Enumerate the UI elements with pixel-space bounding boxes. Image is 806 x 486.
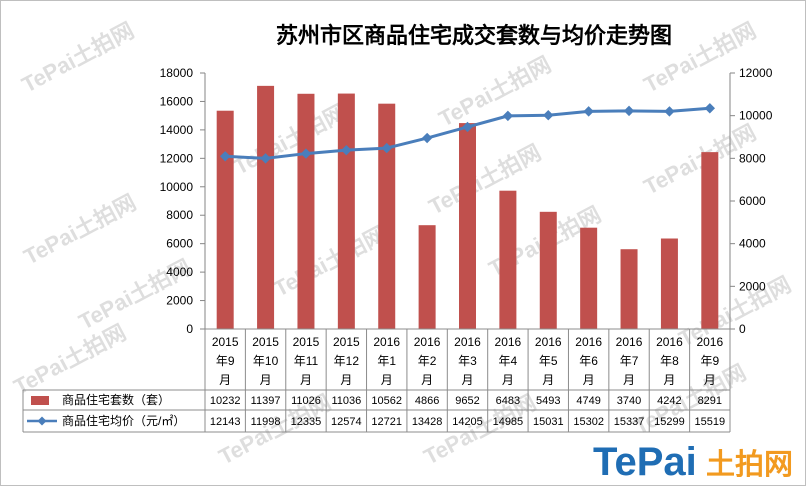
x-category-label: 2015 年12 月 — [333, 335, 360, 387]
left-y-tick-label: 2000 — [166, 294, 193, 308]
x-category-label: 2016 年6 月 — [575, 335, 602, 387]
table-cell-price: 11998 — [251, 416, 281, 428]
x-category-label: 2016 年1 月 — [373, 335, 400, 387]
table-cell-units: 11036 — [331, 395, 361, 407]
logo-brand-text: TePai — [593, 440, 697, 484]
price-point-marker — [341, 144, 352, 156]
legend-key-units — [31, 396, 49, 405]
table-cell-units: 4749 — [576, 395, 600, 407]
tepai-logo: TePai 土拍网 — [593, 440, 793, 484]
table-cell-units: 11397 — [251, 395, 281, 407]
bar-units — [660, 238, 678, 329]
table-cell-units: 3740 — [617, 395, 641, 407]
x-category-label: 2016 年7 月 — [616, 335, 643, 387]
right-y-tick-label: 12000 — [739, 66, 773, 80]
bar-units — [378, 103, 396, 329]
right-y-tick-label: 2000 — [739, 279, 766, 293]
bar-units — [539, 211, 557, 329]
table-cell-units: 11026 — [291, 395, 321, 407]
price-point-marker — [300, 148, 312, 159]
table-cell-units: 10232 — [210, 395, 241, 407]
table-cell-price: 12574 — [331, 416, 362, 428]
data-table: 2015 年9 月 2015 年10 月 2015 年11 月 2015 年12 月 2016 年1 月 20… — [22, 328, 731, 433]
price-point-marker — [502, 110, 514, 122]
left-y-tick-label: 14000 — [160, 123, 194, 137]
bar-units — [216, 110, 234, 329]
x-category-label: 2016 年3 月 — [454, 335, 481, 387]
bar-units — [499, 190, 517, 329]
x-category-label: 2016 年4 月 — [495, 335, 522, 387]
price-point-marker — [583, 106, 594, 117]
price-point-marker — [260, 153, 271, 164]
bar-units — [620, 249, 638, 329]
x-category-label: 2016 年8 月 — [656, 335, 683, 387]
price-point-marker — [623, 105, 635, 117]
left-y-tick-label: 8000 — [166, 208, 193, 222]
bar-units — [459, 123, 476, 329]
left-y-tick-label: 18000 — [160, 66, 194, 80]
table-cell-price: 12143 — [210, 416, 241, 428]
left-y-tick-label: 12000 — [160, 151, 194, 165]
legend-label-units: 商品住宅套数（套） — [62, 392, 170, 407]
x-category-label: 2016 年2 月 — [414, 335, 441, 387]
table-cell-units: 8291 — [698, 395, 722, 407]
left-y-tick-label: 16000 — [160, 94, 194, 108]
legend-key-price-marker — [37, 416, 47, 426]
x-category-label: 2015 年10 月 — [252, 335, 279, 387]
table-cell-price: 15299 — [654, 416, 685, 428]
price-point-marker — [664, 106, 675, 117]
right-y-tick-label: 6000 — [739, 194, 766, 208]
bar-units — [257, 85, 275, 329]
left-y-tick-label: 10000 — [160, 180, 194, 194]
table-cell-units: 10562 — [371, 395, 402, 407]
table-cell-units: 5493 — [536, 395, 560, 407]
table-cell-price: 15337 — [614, 416, 645, 428]
table-cell-price: 15519 — [695, 416, 726, 428]
legend-label-price: 商品住宅均价（元/㎡） — [62, 413, 185, 428]
right-y-tick-label: 4000 — [739, 237, 766, 251]
chart-title: 苏州市区商品住宅成交套数与均价走势图 — [276, 23, 672, 49]
price-point-marker — [219, 151, 231, 162]
logo-cn-text: 土拍网 — [706, 447, 793, 481]
table-cell-price: 14205 — [452, 416, 483, 428]
table-cell-price: 15031 — [533, 416, 564, 428]
table-cell-price: 12721 — [371, 416, 402, 428]
table-cell-units: 9652 — [455, 395, 479, 407]
table-cell-units: 4242 — [657, 395, 681, 407]
right-y-tick-label: 0 — [739, 322, 746, 336]
bar-units — [580, 227, 598, 329]
x-category-label: 2015 年11 月 — [293, 335, 320, 387]
price-point-marker — [704, 103, 716, 114]
left-y-tick-label: 4000 — [166, 265, 193, 279]
table-cell-units: 4866 — [415, 395, 439, 407]
price-point-marker — [381, 142, 392, 154]
bar-units — [297, 93, 315, 330]
x-category-label: 2016 年5 月 — [535, 335, 562, 387]
table-cell-price: 13428 — [412, 416, 443, 428]
x-category-label: 2015 年9 月 — [212, 335, 239, 387]
bar-units — [337, 93, 355, 329]
left-y-tick-label: 0 — [186, 322, 193, 336]
table-cell-units: 6483 — [496, 395, 520, 407]
price-point-marker — [421, 132, 433, 144]
right-y-tick-label: 10000 — [739, 109, 773, 123]
plot-area: 18000 16000 14000 12000 10000 8000 6000 4000 200… — [160, 66, 773, 336]
right-y-tick-label: 8000 — [739, 151, 766, 165]
left-y-tick-label: 6000 — [166, 237, 193, 251]
bar-units — [701, 152, 719, 329]
table-cell-price: 14985 — [493, 416, 524, 428]
price-point-marker — [543, 110, 554, 121]
price-point-marker — [462, 121, 473, 133]
table-cell-price: 12335 — [291, 416, 322, 428]
x-category-label: 2016 年9 月 — [696, 335, 723, 387]
table-cell-price: 15302 — [573, 416, 604, 428]
bar-units — [418, 225, 436, 329]
